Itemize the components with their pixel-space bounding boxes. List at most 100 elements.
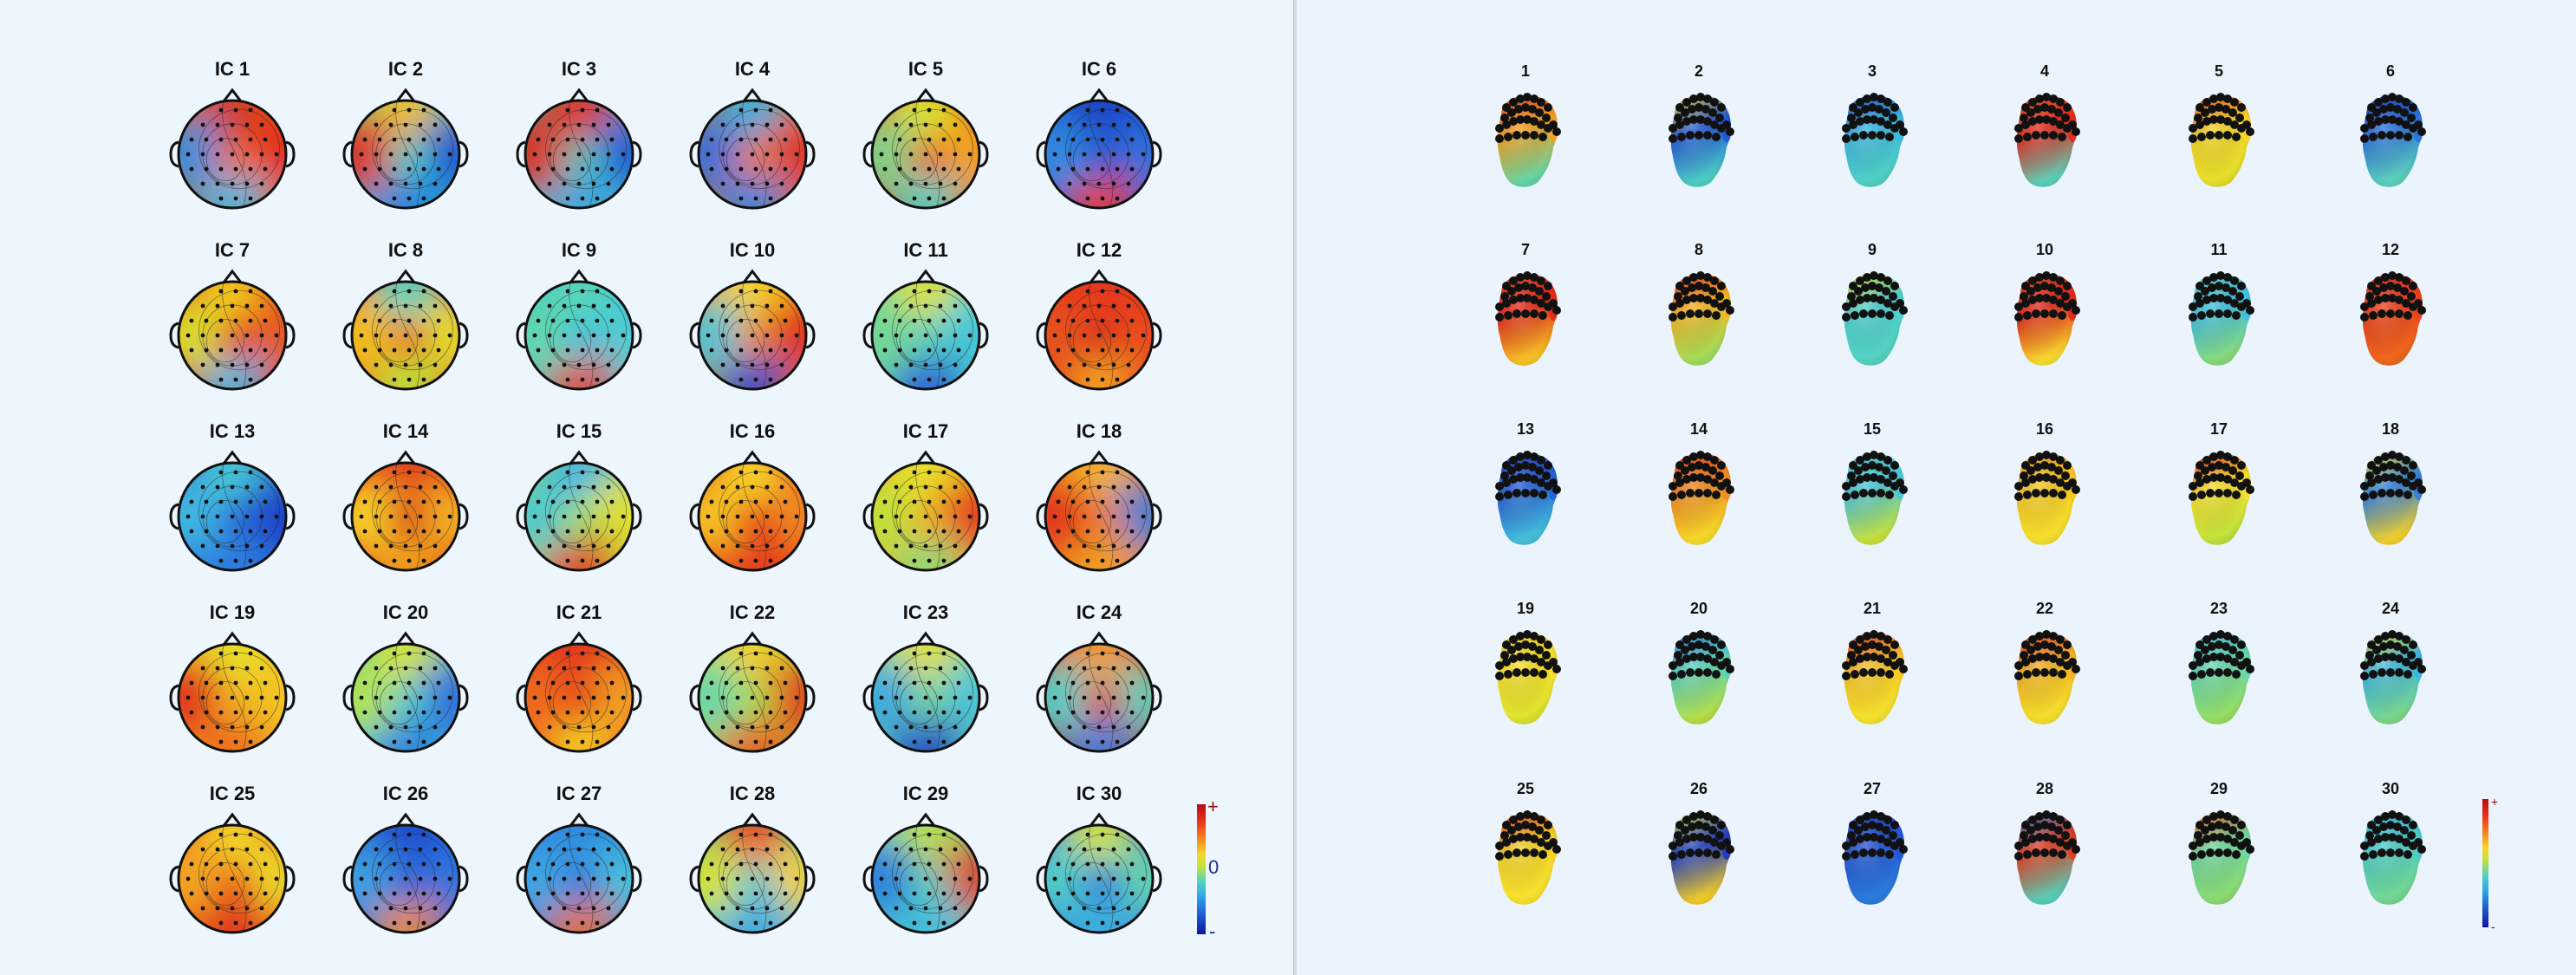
topo-map-cell[interactable]: IC 17	[848, 421, 1004, 577]
scalp-map	[342, 631, 469, 753]
panel-divider[interactable]	[1293, 0, 1297, 975]
colorbar-3d-plus-label: +	[2491, 795, 2499, 809]
topo-map-cell[interactable]: IC 28	[674, 783, 830, 939]
topo-map-title: IC 12	[1076, 239, 1122, 261]
head-model-3d	[1669, 630, 1734, 725]
topo-map-cell[interactable]: IC 5	[848, 59, 1004, 215]
head-model-3d	[1842, 810, 1908, 905]
topo-map-cell[interactable]: IC 11	[848, 240, 1004, 396]
topo-map-cell[interactable]: IC 10	[674, 240, 830, 396]
head-model-cell[interactable]: 10	[1975, 241, 2114, 388]
topo-map-cell[interactable]: IC 26	[328, 783, 484, 939]
topo-map-title: IC 29	[902, 783, 949, 804]
head-model-cell[interactable]: 3	[1803, 62, 1942, 210]
topo-map-cell[interactable]: IC 6	[1021, 59, 1177, 215]
colorbar-3d	[2482, 799, 2488, 927]
head-model-cell[interactable]: 22	[1975, 600, 2114, 747]
head-model-cell[interactable]: 13	[1456, 420, 1595, 568]
topo-map-title: IC 26	[382, 783, 429, 804]
head-model-title: 15	[1863, 420, 1882, 438]
head-model-3d	[2189, 271, 2254, 366]
topo-map-cell[interactable]: IC 13	[154, 421, 310, 577]
head-model-cell[interactable]: 7	[1456, 241, 1595, 388]
topo-map-cell[interactable]: IC 8	[328, 240, 484, 396]
topo-map-title: IC 13	[209, 420, 256, 442]
topo-map-cell[interactable]: IC 21	[501, 602, 657, 758]
topo-map-title: IC 2	[387, 58, 424, 80]
head-model-title: 1	[1520, 62, 1530, 80]
head-model-cell[interactable]: 29	[2150, 780, 2288, 927]
head-model-cell[interactable]: 4	[1975, 62, 2114, 210]
topo-map-cell[interactable]: IC 25	[154, 783, 310, 939]
topo-map-cell[interactable]: IC 12	[1021, 240, 1177, 396]
topo-map-cell[interactable]: IC 15	[501, 421, 657, 577]
head-model-cell[interactable]: 21	[1803, 600, 1942, 747]
topo-map-cell[interactable]: IC 14	[328, 421, 484, 577]
topo-map-cell[interactable]: IC 9	[501, 240, 657, 396]
head-model-cell[interactable]: 8	[1630, 241, 1768, 388]
head-model-cell[interactable]: 6	[2321, 62, 2460, 210]
head-model-cell[interactable]: 19	[1456, 600, 1595, 747]
head-model-cell[interactable]: 24	[2321, 600, 2460, 747]
head-model-cell[interactable]: 12	[2321, 241, 2460, 388]
colorbar-2d-plus-label: +	[1207, 796, 1219, 817]
topo-map-cell[interactable]: IC 22	[674, 602, 830, 758]
scalp-map	[862, 812, 989, 934]
topo-map-title: IC 11	[903, 239, 948, 261]
head-model-title: 24	[2381, 600, 2400, 617]
scalp-map	[342, 812, 469, 934]
topo-map-cell[interactable]: IC 1	[154, 59, 310, 215]
topo-map-cell[interactable]: IC 30	[1021, 783, 1177, 939]
topo-map-cell[interactable]: IC 4	[674, 59, 830, 215]
topo-map-cell[interactable]: IC 3	[501, 59, 657, 215]
head-model-cell[interactable]: 14	[1630, 420, 1768, 568]
head-model-cell[interactable]: 25	[1456, 780, 1595, 927]
topo-map-title: IC 8	[387, 239, 424, 261]
head-model-cell[interactable]: 26	[1630, 780, 1768, 927]
topo-map-title: IC 22	[729, 601, 776, 623]
head-model-cell[interactable]: 18	[2321, 420, 2460, 568]
topo-map-title: IC 23	[902, 601, 949, 623]
scalp-map	[169, 631, 296, 753]
topo-map-cell[interactable]: IC 29	[848, 783, 1004, 939]
topo-map-title: IC 24	[1076, 601, 1122, 623]
head-model-cell[interactable]: 16	[1975, 420, 2114, 568]
topo-map-title: IC 21	[556, 601, 602, 623]
head-model-cell[interactable]: 30	[2321, 780, 2460, 927]
scalp-map	[689, 88, 816, 210]
head-model-cell[interactable]: 11	[2150, 241, 2288, 388]
head-model-cell[interactable]: 2	[1630, 62, 1768, 210]
head-model-title: 18	[2381, 420, 2400, 438]
topo-map-cell[interactable]: IC 23	[848, 602, 1004, 758]
head-model-title: 22	[2035, 600, 2054, 617]
topo-map-cell[interactable]: IC 16	[674, 421, 830, 577]
head-model-3d	[1842, 630, 1908, 725]
head-model-cell[interactable]: 9	[1803, 241, 1942, 388]
head-model-cell[interactable]: 17	[2150, 420, 2288, 568]
head-model-cell[interactable]: 27	[1803, 780, 1942, 927]
topo-map-cell[interactable]: IC 2	[328, 59, 484, 215]
topo-map-cell[interactable]: IC 18	[1021, 421, 1177, 577]
topo-map-cell[interactable]: IC 7	[154, 240, 310, 396]
scalp-map	[689, 812, 816, 934]
head-model-cell[interactable]: 20	[1630, 600, 1768, 747]
topo-map-cell[interactable]: IC 24	[1021, 602, 1177, 758]
topo-map-cell[interactable]: IC 19	[154, 602, 310, 758]
head-model-cell[interactable]: 1	[1456, 62, 1595, 210]
head-model-cell[interactable]: 23	[2150, 600, 2288, 747]
head-model-title: 8	[1694, 241, 1703, 258]
scalp-map	[689, 269, 816, 391]
head-model-title: 5	[2214, 62, 2223, 80]
head-model-cell[interactable]: 5	[2150, 62, 2288, 210]
scalp-map	[342, 269, 469, 391]
scalp-map	[1036, 631, 1162, 753]
head-model-cell[interactable]: 15	[1803, 420, 1942, 568]
topo-map-cell[interactable]: IC 20	[328, 602, 484, 758]
head-model-title: 16	[2035, 420, 2054, 438]
topo-map-title: IC 28	[729, 783, 776, 804]
topo-map-cell[interactable]: IC 27	[501, 783, 657, 939]
topographic-maps-panel: IC 1 IC 2 IC 3 IC 4 IC 5 IC 6 IC 7 IC 8 IC 9 IC 1…	[154, 58, 1177, 939]
colorbar-2d-zero-label: 0	[1208, 856, 1220, 878]
head-model-3d	[1495, 451, 1561, 545]
head-model-cell[interactable]: 28	[1975, 780, 2114, 927]
